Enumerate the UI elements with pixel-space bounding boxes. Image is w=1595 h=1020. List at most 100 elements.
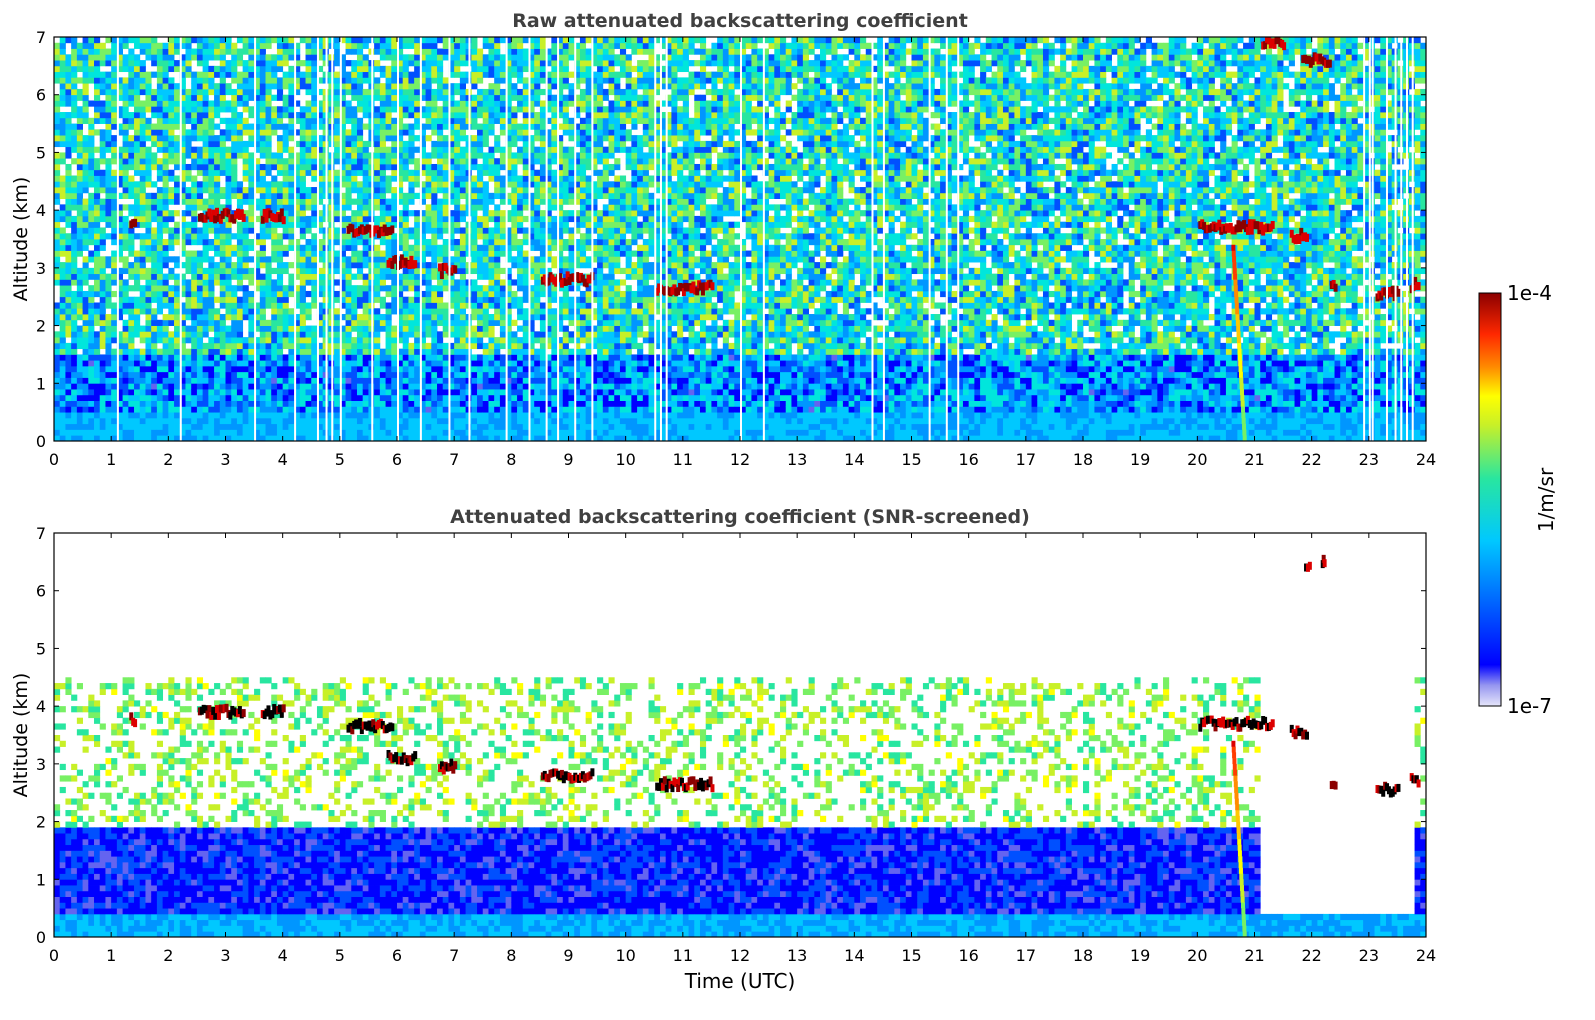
heatmap-cell — [134, 302, 141, 309]
heatmap-cell — [425, 48, 432, 55]
heatmap-cell — [71, 383, 78, 390]
heatmap-cell — [402, 389, 409, 396]
heatmap-cell — [162, 60, 169, 67]
heatmap-cell — [134, 112, 141, 119]
heatmap-cell — [82, 233, 89, 240]
heatmap-cell — [82, 417, 89, 425]
heatmap-cell — [471, 267, 478, 275]
heatmap-cell — [168, 308, 175, 315]
heatmap-cell — [162, 221, 169, 228]
heatmap-cell — [391, 65, 398, 73]
heatmap-cell — [59, 296, 66, 303]
heatmap-cell — [99, 290, 106, 298]
heatmap-cell — [196, 377, 204, 384]
heatmap-cell — [105, 371, 112, 378]
heatmap-cell — [437, 412, 444, 419]
heatmap-cell — [139, 296, 146, 303]
heatmap-cell — [442, 308, 449, 315]
heatmap-cell — [259, 360, 266, 367]
heatmap-cell — [494, 65, 501, 73]
heatmap-cell — [185, 187, 192, 194]
heatmap-cell — [185, 192, 192, 199]
heatmap-cell — [99, 256, 106, 263]
heatmap-cell — [179, 54, 186, 61]
heatmap-cell — [214, 319, 221, 326]
heatmap-cell — [442, 348, 449, 355]
heatmap-cell — [414, 256, 421, 263]
heatmap-cell — [408, 354, 415, 361]
heatmap-cell — [236, 279, 244, 286]
heatmap-cell — [162, 400, 169, 407]
heatmap-cell — [116, 342, 123, 350]
heatmap-cell — [294, 198, 301, 205]
heatmap-cell — [254, 406, 261, 413]
heatmap-cell — [111, 233, 118, 240]
heatmap-cell — [156, 417, 164, 425]
heatmap-cell — [134, 400, 141, 407]
heatmap-cell — [259, 37, 266, 44]
heatmap-cell — [459, 423, 466, 430]
heatmap-cell — [271, 423, 278, 430]
heatmap-cell — [316, 256, 324, 263]
heatmap-cell — [168, 100, 175, 107]
heatmap-cell — [71, 227, 78, 234]
heatmap-cell — [362, 152, 369, 159]
heatmap-cell — [174, 88, 181, 96]
heatmap-cell — [59, 302, 66, 309]
heatmap-cell — [362, 42, 369, 49]
heatmap-cell — [88, 383, 95, 390]
heatmap-cell — [397, 354, 404, 361]
heatmap-cell — [288, 308, 295, 315]
heatmap-cell — [219, 250, 226, 257]
heatmap-cell — [196, 48, 204, 55]
heatmap-cell — [316, 342, 324, 350]
heatmap-cell — [236, 187, 244, 194]
heatmap-cell — [471, 417, 478, 425]
heatmap-cell — [305, 262, 312, 269]
heatmap-cell — [242, 163, 249, 171]
heatmap-cell — [425, 354, 432, 361]
heatmap-cell — [276, 314, 284, 321]
heatmap-cell — [299, 169, 306, 176]
heatmap-cell — [191, 181, 198, 188]
heatmap-cell — [134, 54, 141, 61]
heatmap-cell — [225, 325, 232, 332]
heatmap-cell — [88, 389, 95, 396]
heatmap-cell — [214, 187, 221, 194]
heatmap-cell — [219, 163, 226, 171]
heatmap-cell — [454, 221, 461, 228]
heatmap-cell — [76, 140, 83, 148]
heatmap-cell — [105, 365, 112, 373]
heatmap-cell — [145, 250, 152, 257]
heatmap-cell — [225, 256, 232, 263]
heatmap-cell — [116, 42, 123, 49]
heatmap-cell — [351, 348, 358, 355]
heatmap-cell — [339, 129, 346, 136]
heatmap-cell — [374, 129, 381, 136]
heatmap-cell — [88, 227, 95, 234]
heatmap-cell — [362, 169, 369, 176]
heatmap-cell — [316, 302, 324, 309]
heatmap-cell — [196, 383, 204, 390]
heatmap-cell — [99, 342, 106, 350]
heatmap-cell — [128, 54, 135, 61]
heatmap-cell — [248, 210, 255, 217]
heatmap-cell — [356, 181, 364, 188]
heatmap-cell — [488, 290, 495, 298]
heatmap-cell — [179, 302, 186, 309]
heatmap-cell — [276, 152, 284, 159]
heatmap-cell — [356, 429, 364, 436]
heatmap-cell — [505, 429, 512, 436]
heatmap-cell — [454, 106, 461, 113]
heatmap-cell — [122, 227, 129, 234]
heatmap-cell — [374, 342, 381, 350]
heatmap-cell — [351, 163, 358, 171]
heatmap-cell — [151, 100, 158, 107]
heatmap-cell — [168, 296, 175, 303]
heatmap-cell — [259, 296, 266, 303]
heatmap-cell — [191, 77, 198, 84]
heatmap-cell — [362, 187, 369, 194]
heatmap-cell — [437, 181, 444, 188]
heatmap-cell — [174, 319, 181, 326]
heatmap-cell — [231, 290, 238, 298]
